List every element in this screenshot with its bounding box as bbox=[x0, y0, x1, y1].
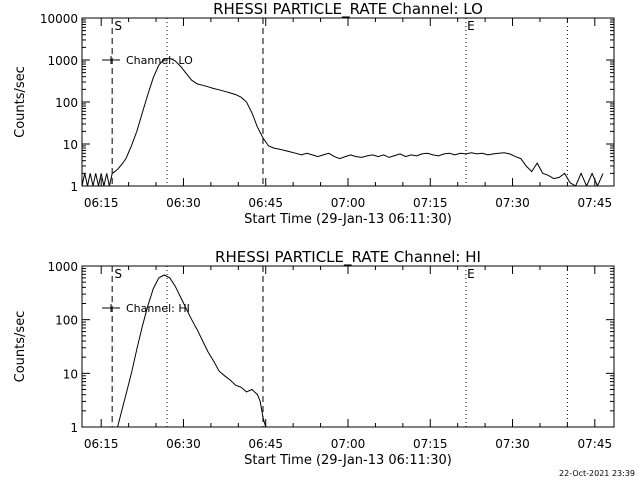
legend-label: Channel: HI bbox=[126, 302, 190, 315]
x-tick-label: 06:45 bbox=[248, 437, 283, 451]
x-axis-label: Start Time (29-Jan-13 06:11:30) bbox=[244, 212, 452, 227]
y-tick-label: 10 bbox=[63, 367, 78, 381]
x-tick-label: 07:00 bbox=[331, 437, 366, 451]
x-tick-label: 06:45 bbox=[248, 196, 283, 210]
chart-title: RHESSI PARTICLE_RATE Channel: LO bbox=[213, 0, 483, 19]
y-tick-label: 10 bbox=[63, 138, 78, 152]
y-tick-label: 1000 bbox=[47, 260, 78, 274]
end-marker-label: E bbox=[467, 19, 475, 33]
end-marker-label: E bbox=[467, 267, 475, 281]
x-tick-label: 07:15 bbox=[413, 196, 448, 210]
plot-frame bbox=[81, 265, 615, 428]
y-tick-label: 10000 bbox=[40, 12, 78, 26]
x-tick-label: 06:30 bbox=[166, 196, 201, 210]
x-tick-label: 06:15 bbox=[84, 437, 119, 451]
series-line bbox=[117, 274, 269, 427]
y-tick-label: 1000 bbox=[47, 54, 78, 68]
series-line bbox=[82, 57, 604, 186]
y-tick-label: 1 bbox=[70, 421, 78, 435]
legend-label: Channel: LO bbox=[126, 54, 193, 67]
x-tick-label: 07:15 bbox=[413, 437, 448, 451]
y-tick-label: 100 bbox=[55, 314, 78, 328]
x-tick-label: 06:15 bbox=[84, 196, 119, 210]
y-axis-label: Counts/sec bbox=[13, 311, 28, 383]
chart-title: RHESSI PARTICLE_RATE Channel: HI bbox=[215, 248, 481, 267]
y-tick-label: 1 bbox=[70, 180, 78, 194]
y-axis-label: Counts/sec bbox=[13, 66, 28, 138]
start-marker-label: S bbox=[114, 19, 122, 33]
footer-timestamp: 22-Oct-2021 23:39 bbox=[559, 469, 635, 478]
x-tick-label: 07:30 bbox=[495, 437, 530, 451]
y-tick-label: 100 bbox=[55, 96, 78, 110]
plot-frame bbox=[81, 17, 615, 187]
start-marker-label: S bbox=[114, 267, 122, 281]
x-tick-label: 07:45 bbox=[578, 196, 613, 210]
x-tick-label: 07:30 bbox=[495, 196, 530, 210]
x-tick-label: 06:30 bbox=[166, 437, 201, 451]
x-tick-label: 07:00 bbox=[331, 196, 366, 210]
x-tick-label: 07:45 bbox=[578, 437, 613, 451]
x-axis-label: Start Time (29-Jan-13 06:11:30) bbox=[244, 453, 452, 468]
